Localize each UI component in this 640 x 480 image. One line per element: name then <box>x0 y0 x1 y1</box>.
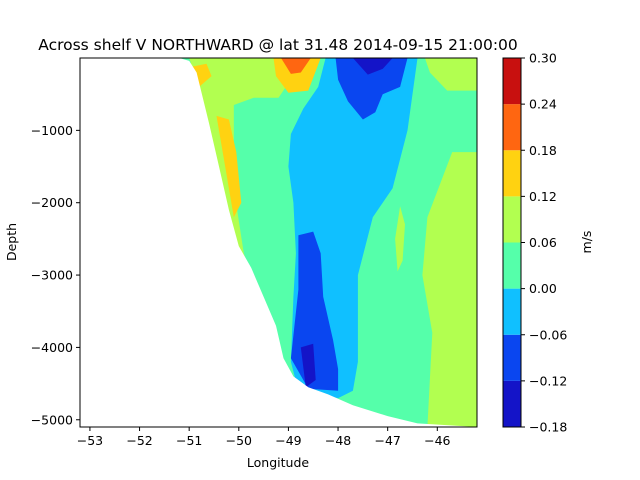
colorbar-ticks: −0.18 −0.12 −0.06 0.00 0.06 0.12 0.18 0.24 0.30 <box>521 51 567 435</box>
contour-region-15 <box>281 58 311 74</box>
y-axis-label: Depth <box>4 223 19 261</box>
contour-region-8 <box>424 58 477 91</box>
colorbar-tick-label: 0.06 <box>529 235 557 250</box>
x-tick-label: −46 <box>424 433 450 448</box>
y-tick-label: −2000 <box>31 195 73 210</box>
x-tick-label: −48 <box>325 433 351 448</box>
x-tick-label: −47 <box>374 433 400 448</box>
chart-title: Across shelf V NORTHWARD @ lat 31.48 201… <box>38 36 518 54</box>
colorbar-tick-label: −0.18 <box>529 420 567 435</box>
colorbar-tick-label: 0.30 <box>529 51 557 66</box>
colorbar-bins <box>503 58 521 427</box>
colorbar-bin <box>503 196 521 243</box>
seafloor-mask <box>80 58 477 427</box>
contour-region-3 <box>335 58 408 120</box>
y-tick-label: −3000 <box>31 268 73 283</box>
x-tick-label: −51 <box>176 433 202 448</box>
colorbar-bin <box>503 288 521 335</box>
y-tick-label: −4000 <box>31 340 73 355</box>
y-tick-label: −5000 <box>31 412 73 427</box>
plot-area <box>79 57 478 428</box>
colorbar-tick-label: 0.24 <box>529 97 557 112</box>
seafloor-region <box>80 58 477 427</box>
colorbar-bin <box>503 242 521 289</box>
contour-region-14 <box>273 58 321 93</box>
colorbar-bin <box>503 104 521 151</box>
contour-region-7 <box>300 343 316 388</box>
contour-region-10 <box>395 206 405 272</box>
contour-region-12 <box>191 63 212 87</box>
colorbar-tick-label: −0.12 <box>529 373 567 388</box>
colorbar-tick-label: −0.06 <box>529 327 567 342</box>
x-tick-label: −50 <box>226 433 252 448</box>
contour-region-11 <box>189 58 286 276</box>
x-tick-label: −53 <box>77 433 103 448</box>
contour-region-13 <box>216 115 242 218</box>
colorbar-tick-label: 0.12 <box>529 189 557 204</box>
x-axis-label: Longitude <box>247 455 309 470</box>
y-axis: −5000 −4000 −3000 −2000 −1000 <box>31 123 80 427</box>
colorbar-bin <box>503 380 521 427</box>
colorbar-bin <box>503 150 521 197</box>
colorbar-label: m/s <box>579 231 594 254</box>
x-tick-label: −49 <box>275 433 301 448</box>
colorbar-tick-label: 0.00 <box>529 281 557 296</box>
contour-region-6 <box>352 58 393 75</box>
colorbar-bin <box>503 334 521 381</box>
colorbar-tick-label: 0.18 <box>529 143 557 158</box>
y-tick-label: −1000 <box>31 123 73 138</box>
colorbar-bin <box>503 58 521 105</box>
plot-frame <box>79 57 478 428</box>
x-axis: −53 −52 −51 −50 −49 −48 −47 −46 <box>77 427 451 448</box>
contour-region-9 <box>422 152 477 427</box>
x-tick-label: −52 <box>126 433 152 448</box>
colorbar: −0.18−0.12−0.060.000.060.120.180.240.30 … <box>502 51 594 435</box>
